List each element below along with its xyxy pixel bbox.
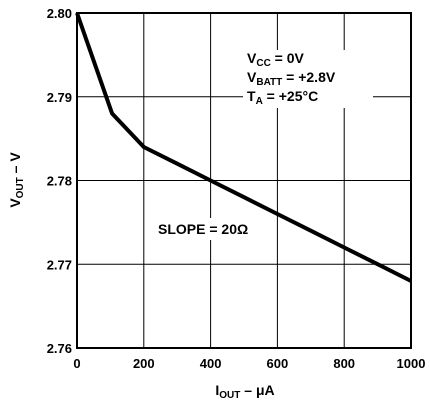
series-line <box>75 12 412 283</box>
condition-vcc: VCC = 0V <box>247 50 305 69</box>
x-ticks: 0 200 400 600 800 1000 <box>73 356 425 371</box>
x-tick-label: 200 <box>133 356 155 371</box>
y-tick-label: 2.78 <box>47 174 72 189</box>
x-tick-label: 1000 <box>397 356 426 371</box>
y-ticks: 2.76 2.77 2.78 2.79 2.80 <box>47 6 72 356</box>
slope-label-bg <box>155 218 263 240</box>
condition-vbatt: VBATT = +2.8V <box>247 69 336 88</box>
condition-ta: TA = +25°C <box>247 88 318 107</box>
plot-frame <box>76 12 412 349</box>
y-tick-label: 2.80 <box>47 6 72 21</box>
x-tick-label: 600 <box>267 356 289 371</box>
y-tick-label: 2.77 <box>47 257 72 272</box>
x-tick-label: 400 <box>200 356 222 371</box>
x-tick-label: 800 <box>333 356 355 371</box>
y-axis-label: VOUT – V <box>7 152 26 208</box>
x-axis-label: IOUT – μA <box>215 382 274 401</box>
y-tick-label: 2.76 <box>47 341 72 356</box>
y-tick-label: 2.79 <box>47 90 72 105</box>
conditions-box-bg <box>243 50 373 108</box>
slope-label: SLOPE = 20Ω <box>158 221 248 237</box>
x-tick-label: 0 <box>73 356 80 371</box>
